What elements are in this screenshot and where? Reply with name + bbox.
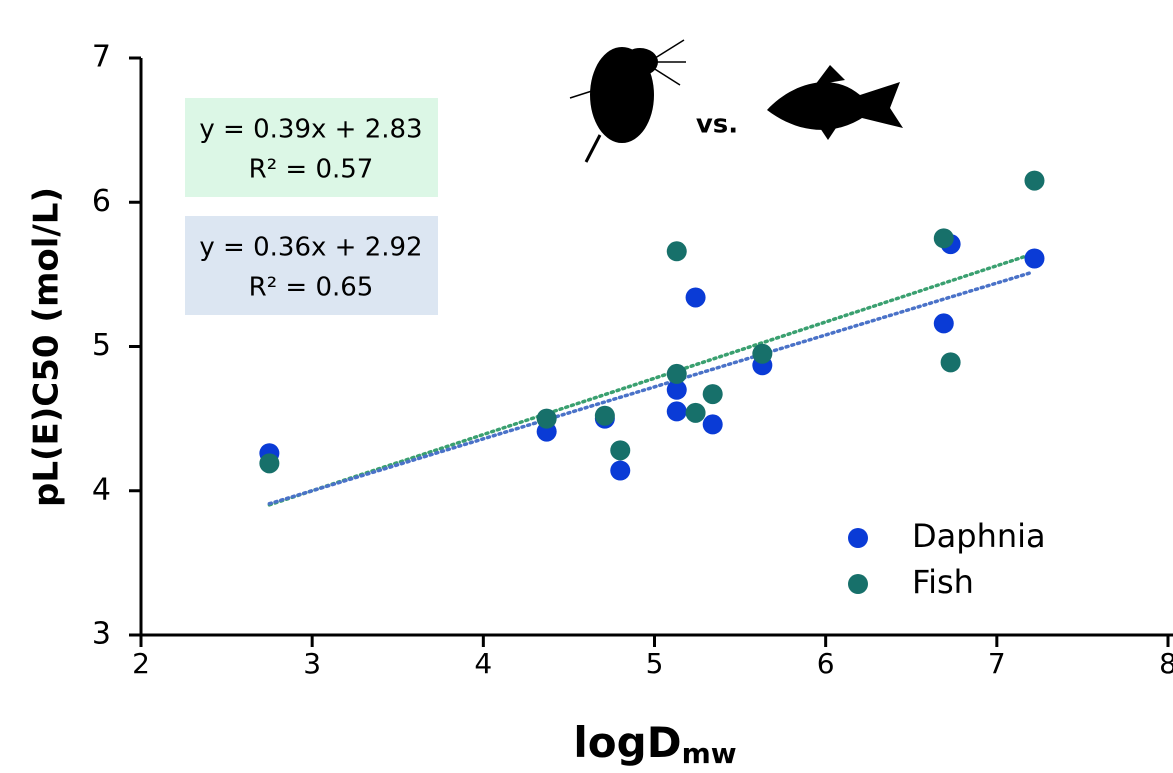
data-point xyxy=(537,409,557,429)
legend-label: Daphnia xyxy=(912,517,1046,555)
x-tick-label: 7 xyxy=(988,647,1006,680)
data-point xyxy=(667,401,687,421)
legend-marker xyxy=(848,574,868,594)
y-tick-label: 6 xyxy=(92,184,111,219)
data-point xyxy=(703,414,723,434)
data-point xyxy=(934,313,954,333)
data-point xyxy=(610,461,630,481)
x-tick-label: 2 xyxy=(132,647,150,680)
x-tick-label: 4 xyxy=(474,647,492,680)
data-point xyxy=(1024,249,1044,269)
data-point xyxy=(667,364,687,384)
daphnia-silhouette xyxy=(570,40,686,162)
data-point xyxy=(703,384,723,404)
data-point xyxy=(259,453,279,473)
x-tick-label: 5 xyxy=(646,647,664,680)
r2-text: R² = 0.57 xyxy=(249,155,374,185)
data-point xyxy=(686,287,706,307)
data-point xyxy=(752,344,772,364)
y-axis-label: pL(E)C50 (mol/L) xyxy=(27,187,67,507)
data-point xyxy=(686,403,706,423)
x-axis-label: logDmw xyxy=(573,718,736,771)
chart: vs. y = 0.39x + 2.83 R² = 0.57 y = 0.36x +… xyxy=(0,0,1173,773)
legend-marker xyxy=(848,528,868,548)
data-point xyxy=(934,228,954,248)
y-tick-label: 7 xyxy=(92,40,111,75)
y-tick-label: 4 xyxy=(92,472,111,507)
vs-label: vs. xyxy=(696,110,738,140)
x-axis-label-subscript: mw xyxy=(682,737,737,770)
data-point xyxy=(667,241,687,261)
x-tick-label: 3 xyxy=(303,647,321,680)
r2-text: R² = 0.65 xyxy=(249,273,374,303)
data-point xyxy=(610,440,630,460)
fish-silhouette xyxy=(767,65,903,140)
y-tick-label: 3 xyxy=(92,617,111,652)
data-point xyxy=(595,406,615,426)
data-point xyxy=(1024,171,1044,191)
equation-text: y = 0.36x + 2.92 xyxy=(199,233,422,263)
legend-label: Fish xyxy=(912,563,974,601)
x-tick-label: 8 xyxy=(1159,647,1173,680)
x-axis-label-main: logD xyxy=(573,718,681,767)
equation-text: y = 0.39x + 2.83 xyxy=(199,115,422,145)
data-point xyxy=(941,352,961,372)
x-tick-label: 6 xyxy=(817,647,835,680)
y-tick-label: 5 xyxy=(92,328,111,363)
